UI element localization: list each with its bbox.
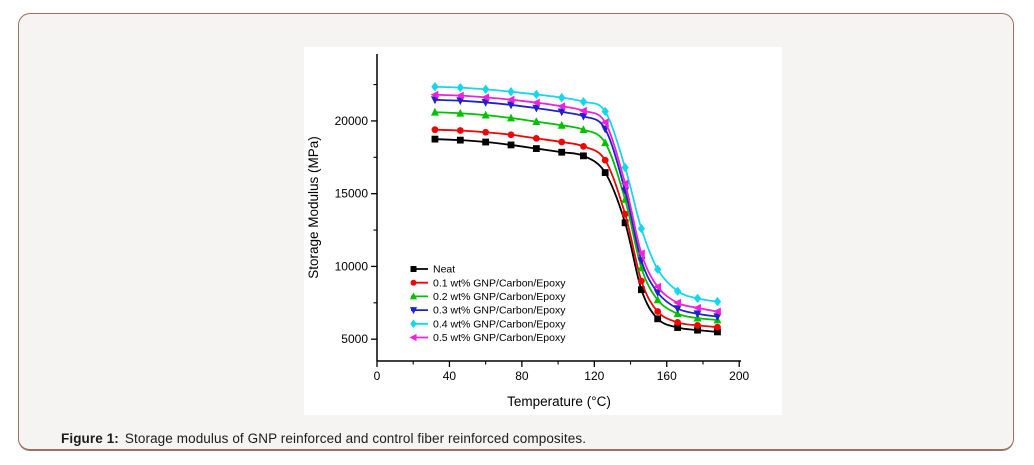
x-tick-label: 200 xyxy=(729,369,749,383)
series-neat xyxy=(431,135,721,336)
legend-item-neat: Neat xyxy=(410,264,455,276)
figure-caption-label: Figure 1: xyxy=(61,431,119,446)
x-tick-label: 80 xyxy=(515,369,529,383)
figure-caption: Figure 1: Storage modulus of GNP reinforc… xyxy=(61,431,586,446)
legend-label: 0.4 wt% GNP/Carbon/Epoxy xyxy=(433,318,566,330)
legend-item-0-1-wt-gnp-carbon-epoxy: 0.1 wt% GNP/Carbon/Epoxy xyxy=(410,277,566,289)
series-0-5-wt-gnp-carbon-epoxy xyxy=(430,90,721,316)
legend-item-0-5-wt-gnp-carbon-epoxy: 0.5 wt% GNP/Carbon/Epoxy xyxy=(409,332,566,344)
x-tick-label: 120 xyxy=(584,369,604,383)
series-0-4-wt-gnp-carbon-epoxy xyxy=(431,82,722,307)
chart-box: 0 40 80 120 160 200 5000 10000 15000 20000 Tempera… xyxy=(304,47,782,415)
x-axis-label: Temperature (°C) xyxy=(507,394,611,409)
legend-label: 0.2 wt% GNP/Carbon/Epoxy xyxy=(433,291,566,303)
figure-caption-text: Storage modulus of GNP reinforced and co… xyxy=(124,431,587,446)
y-tick-label: 15000 xyxy=(335,187,369,201)
x-tick-label: 40 xyxy=(443,369,457,383)
figure-panel: 0 40 80 120 160 200 5000 10000 15000 20000 Tempera… xyxy=(18,13,1014,451)
legend-label: 0.5 wt% GNP/Carbon/Epoxy xyxy=(433,332,566,344)
x-tick-label: 0 xyxy=(374,369,381,383)
storage-modulus-chart: 0 40 80 120 160 200 5000 10000 15000 20000 Tempera… xyxy=(306,54,750,409)
y-tick-label: 10000 xyxy=(335,259,369,273)
axes: 0 40 80 120 160 200 5000 10000 15000 20000 xyxy=(335,54,750,383)
legend-item-0-3-wt-gnp-carbon-epoxy: 0.3 wt% GNP/Carbon/Epoxy xyxy=(409,305,566,317)
series-0-1-wt-gnp-carbon-epoxy xyxy=(431,126,721,331)
legend-item-0-2-wt-gnp-carbon-epoxy: 0.2 wt% GNP/Carbon/Epoxy xyxy=(409,291,566,303)
legend-label: 0.3 wt% GNP/Carbon/Epoxy xyxy=(433,305,566,317)
x-tick-label: 160 xyxy=(657,369,677,383)
y-tick-label: 20000 xyxy=(335,114,369,128)
legend-label: Neat xyxy=(433,264,455,276)
legend-label: 0.1 wt% GNP/Carbon/Epoxy xyxy=(433,277,566,289)
y-axis-label: Storage Modulus (MPa) xyxy=(306,136,321,279)
legend-item-0-4-wt-gnp-carbon-epoxy: 0.4 wt% GNP/Carbon/Epoxy xyxy=(410,318,566,330)
y-tick-label: 5000 xyxy=(341,332,368,346)
